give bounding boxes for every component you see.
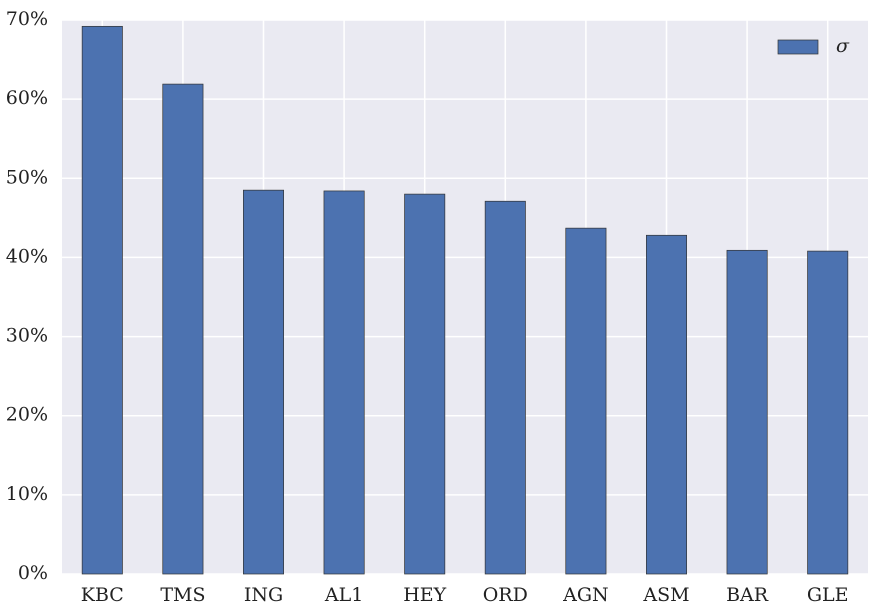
bar xyxy=(645,234,687,575)
x-tick-label: TMS xyxy=(160,584,205,606)
x-tick-label: ASM xyxy=(642,584,689,606)
x-tick-label: ORD xyxy=(483,584,528,606)
legend-label: σ xyxy=(836,35,850,57)
bar xyxy=(162,83,204,575)
bar xyxy=(323,190,365,575)
bar xyxy=(565,227,607,575)
x-tick-label: KBC xyxy=(81,584,124,606)
y-tick-label: 70% xyxy=(6,8,48,30)
x-tick-label: ING xyxy=(244,584,283,606)
y-tick-label: 40% xyxy=(6,245,48,267)
bar xyxy=(243,189,285,575)
marks xyxy=(81,25,849,575)
bar xyxy=(726,249,768,575)
y-tick-label: 50% xyxy=(6,166,48,188)
x-tick-label: GLE xyxy=(807,584,849,606)
x-tick-label: AGN xyxy=(562,584,609,606)
x-tick-label: HEY xyxy=(403,584,446,606)
bar xyxy=(81,25,123,575)
x-tick-label: BAR xyxy=(726,584,769,606)
x-tick-label: AL1 xyxy=(324,584,363,606)
y-tick-label: 30% xyxy=(6,325,48,347)
y-tick-label: 10% xyxy=(6,483,48,505)
y-tick-label: 60% xyxy=(6,87,48,109)
y-tick-label: 20% xyxy=(6,404,48,426)
y-tick-label: 0% xyxy=(18,562,48,584)
bar xyxy=(484,200,526,575)
legend-swatch xyxy=(777,39,819,55)
bar xyxy=(404,193,446,575)
bar xyxy=(807,250,849,575)
